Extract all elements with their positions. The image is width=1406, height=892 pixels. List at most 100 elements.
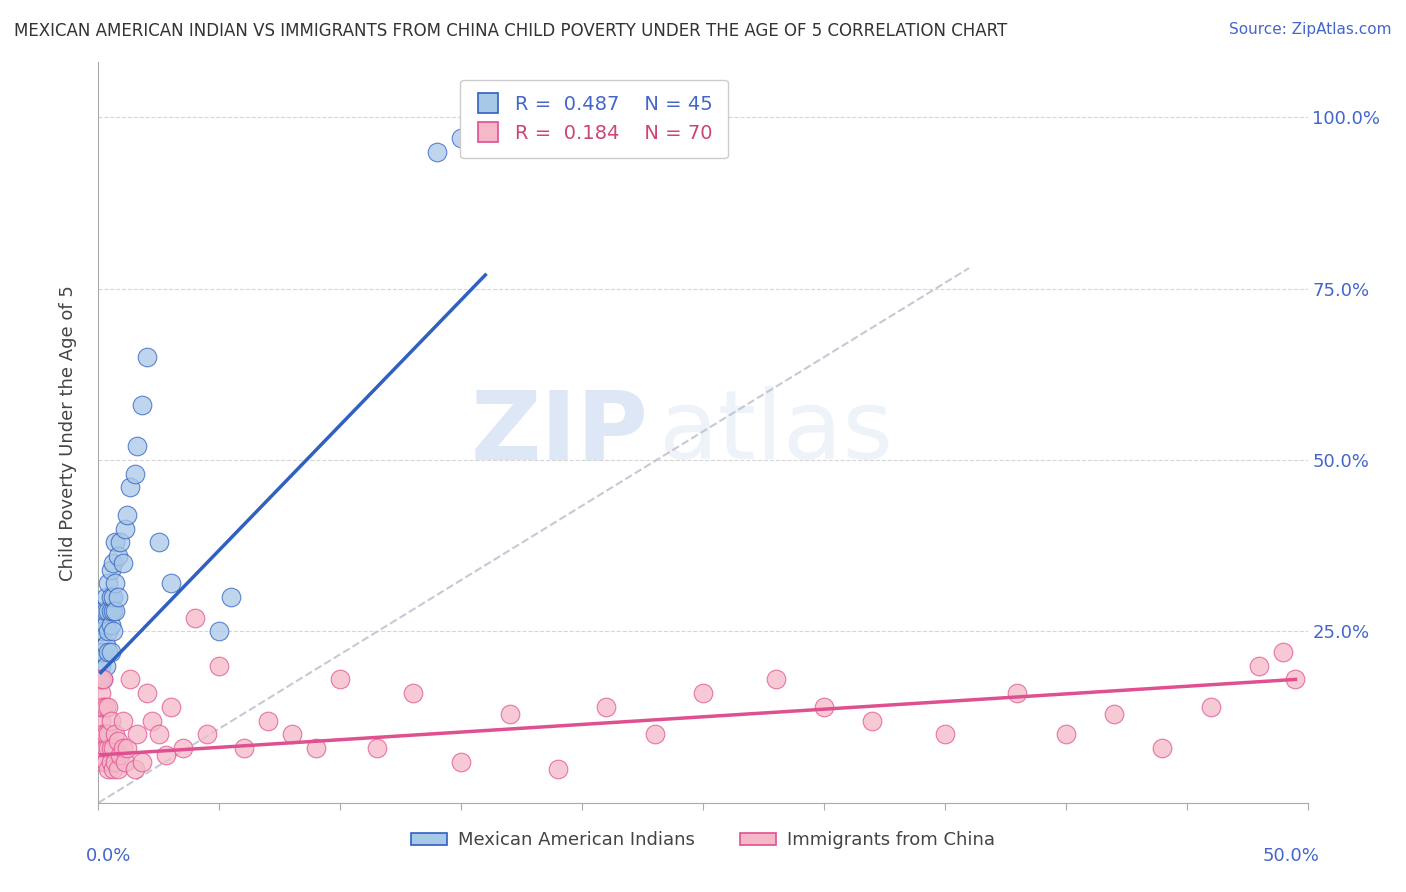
Point — [97, 762, 120, 776]
Point — [117, 741, 139, 756]
Point — [208, 658, 231, 673]
Point — [91, 741, 114, 756]
Point — [305, 741, 328, 756]
Point — [172, 741, 194, 756]
Point — [94, 617, 117, 632]
Point — [100, 755, 122, 769]
Point — [1199, 699, 1222, 714]
Point — [934, 727, 956, 741]
Point — [101, 556, 124, 570]
Point — [100, 617, 122, 632]
Point — [127, 727, 149, 741]
Point — [94, 658, 117, 673]
Point — [90, 714, 112, 728]
Point — [91, 673, 114, 687]
Point — [100, 645, 122, 659]
Point — [91, 604, 114, 618]
Point — [91, 727, 114, 741]
Point — [232, 741, 254, 756]
Point — [90, 645, 112, 659]
Point — [101, 741, 124, 756]
Point — [107, 549, 129, 563]
Point — [94, 590, 117, 604]
Point — [100, 714, 122, 728]
Point — [135, 686, 157, 700]
Point — [256, 714, 278, 728]
Point — [184, 610, 207, 624]
Point — [765, 673, 787, 687]
Point — [101, 762, 124, 776]
Point — [101, 590, 124, 604]
Point — [148, 535, 170, 549]
Point — [118, 480, 141, 494]
Point — [104, 535, 127, 549]
Point — [127, 439, 149, 453]
Point — [148, 727, 170, 741]
Point — [366, 741, 388, 756]
Point — [1102, 706, 1125, 721]
Point — [1007, 686, 1029, 700]
Point — [100, 741, 122, 756]
Point — [124, 762, 146, 776]
Point — [97, 699, 120, 714]
Text: 0.0%: 0.0% — [86, 847, 132, 865]
Point — [94, 604, 117, 618]
Point — [547, 762, 569, 776]
Point — [90, 686, 112, 700]
Point — [104, 604, 127, 618]
Point — [221, 590, 243, 604]
Point — [90, 699, 112, 714]
Point — [97, 576, 120, 591]
Point — [131, 398, 153, 412]
Point — [860, 714, 883, 728]
Point — [107, 762, 129, 776]
Point — [155, 747, 177, 762]
Point — [104, 755, 127, 769]
Point — [91, 699, 114, 714]
Point — [101, 604, 124, 618]
Point — [114, 755, 136, 769]
Point — [94, 741, 117, 756]
Point — [91, 645, 114, 659]
Point — [107, 590, 129, 604]
Point — [450, 755, 472, 769]
Point — [329, 673, 352, 687]
Point — [97, 604, 120, 618]
Point — [160, 699, 183, 714]
Point — [813, 699, 835, 714]
Point — [104, 727, 127, 741]
Point — [97, 741, 120, 756]
Point — [108, 535, 131, 549]
Point — [1284, 673, 1306, 687]
Point — [94, 727, 117, 741]
Point — [97, 727, 120, 741]
Point — [426, 145, 449, 159]
Point — [90, 624, 112, 639]
Point — [100, 563, 122, 577]
Point — [100, 590, 122, 604]
Text: 50.0%: 50.0% — [1263, 847, 1320, 865]
Text: ZIP: ZIP — [471, 386, 648, 479]
Point — [160, 576, 183, 591]
Point — [97, 624, 120, 639]
Point — [1054, 727, 1077, 741]
Point — [450, 131, 472, 145]
Point — [111, 556, 134, 570]
Point — [90, 658, 112, 673]
Point — [114, 522, 136, 536]
Point — [141, 714, 163, 728]
Point — [91, 755, 114, 769]
Point — [281, 727, 304, 741]
Point — [692, 686, 714, 700]
Point — [644, 727, 666, 741]
Point — [94, 699, 117, 714]
Text: MEXICAN AMERICAN INDIAN VS IMMIGRANTS FROM CHINA CHILD POVERTY UNDER THE AGE OF : MEXICAN AMERICAN INDIAN VS IMMIGRANTS FR… — [14, 22, 1007, 40]
Point — [111, 741, 134, 756]
Y-axis label: Child Poverty Under the Age of 5: Child Poverty Under the Age of 5 — [59, 285, 77, 581]
Point — [94, 638, 117, 652]
Text: Source: ZipAtlas.com: Source: ZipAtlas.com — [1229, 22, 1392, 37]
Point — [101, 624, 124, 639]
Point — [195, 727, 218, 741]
Point — [118, 673, 141, 687]
Point — [117, 508, 139, 522]
